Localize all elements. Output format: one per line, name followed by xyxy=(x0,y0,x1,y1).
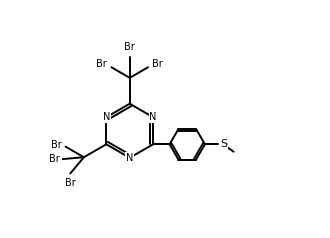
Text: Br: Br xyxy=(51,140,62,150)
Text: N: N xyxy=(126,153,133,163)
Text: Br: Br xyxy=(65,178,76,188)
Text: N: N xyxy=(149,112,157,122)
Text: Br: Br xyxy=(49,154,59,164)
Text: N: N xyxy=(103,112,110,122)
Text: S: S xyxy=(220,139,227,149)
Text: Br: Br xyxy=(96,60,107,69)
Text: Br: Br xyxy=(124,42,135,52)
Text: Br: Br xyxy=(152,60,163,69)
